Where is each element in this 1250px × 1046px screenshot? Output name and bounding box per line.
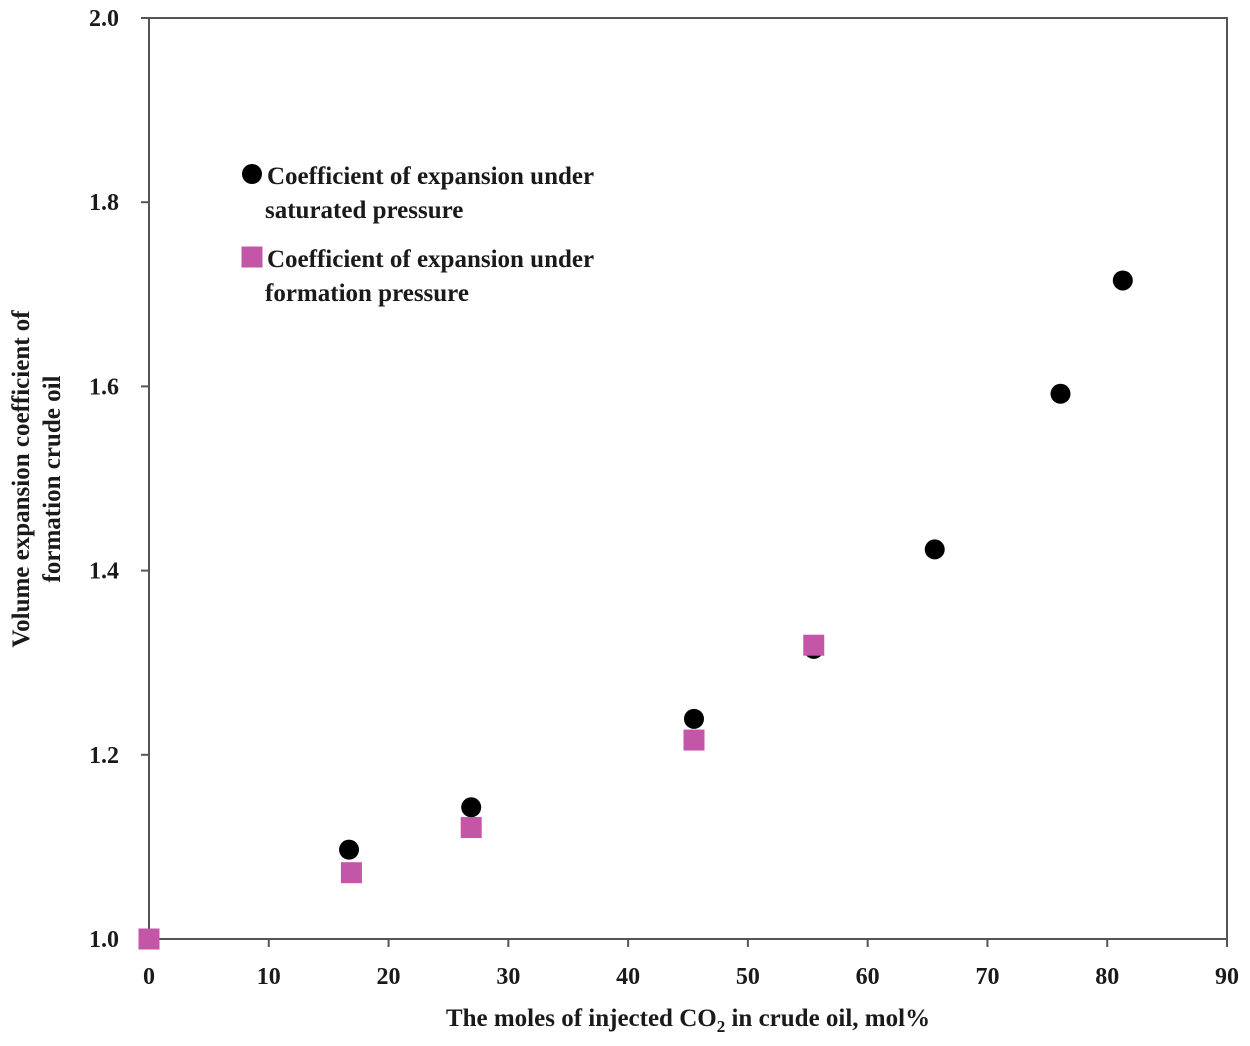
x-tick-label: 50 [736, 964, 760, 990]
y-tick-label: 1.6 [89, 374, 119, 400]
data-points [138, 270, 1133, 950]
y-tick-label: 1.8 [89, 190, 119, 216]
x-tick-label: 30 [496, 964, 520, 990]
point-formation [138, 928, 160, 950]
legend-marker-formation [241, 246, 263, 268]
y-tick-label: 2.0 [89, 6, 119, 32]
legend: Coefficient of expansion under saturated … [241, 163, 594, 307]
x-axis-title: The moles of injected CO2 in crude oil, … [446, 1005, 930, 1036]
legend-marker-saturated [242, 164, 262, 184]
y-tick-label: 1.4 [89, 559, 119, 585]
point-formation [803, 634, 825, 656]
x-tick-label: 80 [1095, 964, 1119, 990]
point-formation [460, 817, 482, 839]
point-saturated [461, 797, 482, 818]
legend-label-saturated: saturated pressure [265, 197, 463, 224]
plot-area [148, 17, 1228, 940]
point-saturated [924, 539, 945, 560]
y-axis-title: Volume expansion coefficient of formation… [8, 310, 66, 648]
y-tick-label: 1.0 [89, 927, 119, 953]
x-tick-label: 0 [143, 964, 155, 990]
x-tick-label: 90 [1215, 964, 1239, 990]
x-axis-ticks: 0 10 20 30 40 50 60 70 80 90 [143, 939, 1239, 990]
x-axis-title-subscript: 2 [717, 1017, 726, 1036]
point-formation [683, 729, 705, 751]
x-tick-label: 60 [856, 964, 880, 990]
point-saturated [1112, 270, 1133, 291]
x-tick-label: 70 [975, 964, 999, 990]
point-saturated [683, 708, 704, 729]
x-tick-label: 20 [377, 964, 401, 990]
legend-label-formation: Coefficient of expansion under [267, 246, 594, 273]
point-formation [340, 862, 362, 884]
point-saturated [339, 839, 360, 860]
y-tick-label: 1.2 [89, 743, 119, 769]
legend-label-saturated: Coefficient of expansion under [267, 163, 594, 190]
point-saturated [1050, 383, 1071, 404]
legend-label-formation: formation pressure [265, 280, 469, 307]
x-tick-label: 40 [616, 964, 640, 990]
y-axis-ticks: 1.0 1.2 1.4 1.6 1.8 2.0 [89, 6, 149, 953]
x-tick-label: 10 [257, 964, 281, 990]
